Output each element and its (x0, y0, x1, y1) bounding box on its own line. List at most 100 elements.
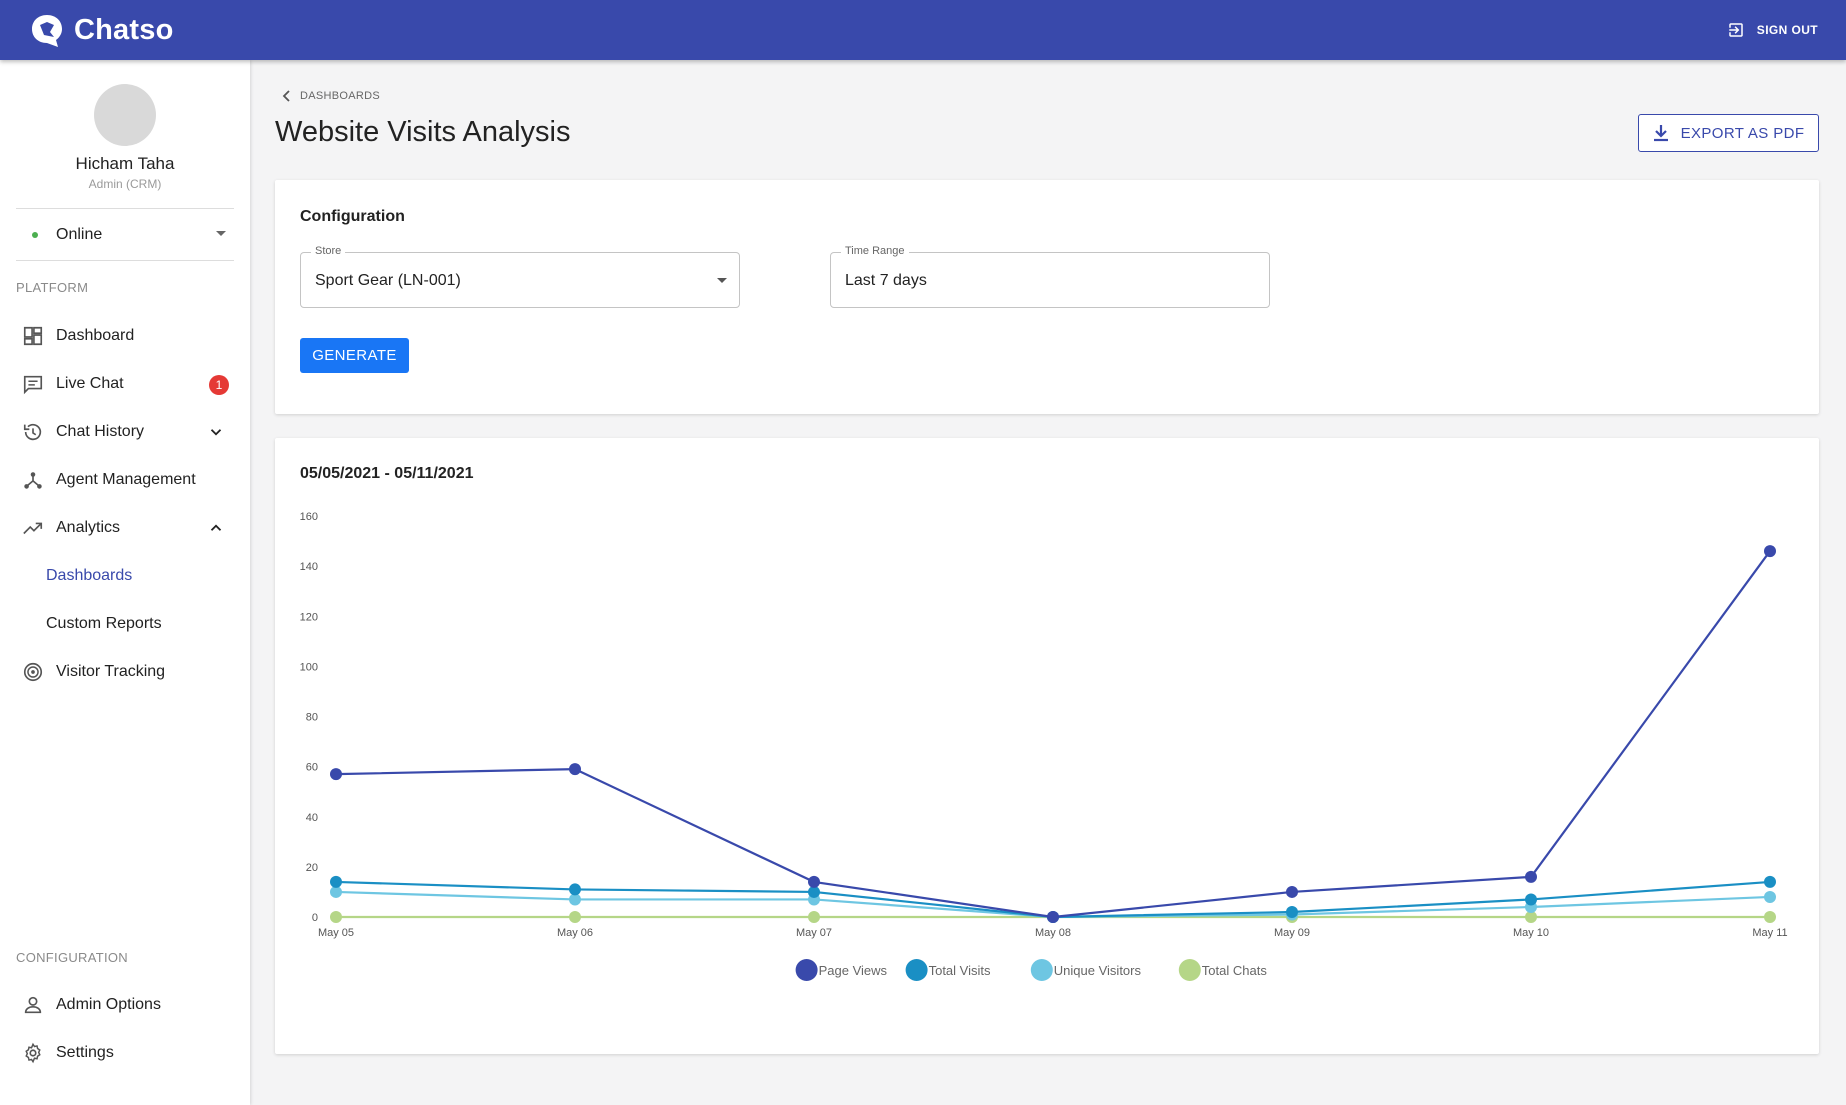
sidebar-item-label: Live Chat (56, 375, 124, 392)
time-range-field[interactable]: Time Range Last 7 days (830, 245, 1270, 308)
sidebar: Hicham Taha Admin (CRM) Online PLATFORM … (0, 60, 250, 1105)
data-point (1525, 911, 1537, 923)
export-pdf-button[interactable]: EXPORT AS PDF (1638, 114, 1819, 152)
time-range-value: Last 7 days (845, 272, 927, 289)
caret-down-icon (717, 278, 727, 283)
legend-label: Page Views (819, 963, 888, 978)
configuration-card: Configuration Store Sport Gear (LN-001) … (275, 180, 1819, 414)
sidebar-subitem-label: Dashboards (46, 567, 133, 584)
sidebar-item-label: Settings (56, 1044, 114, 1061)
legend-swatch (1178, 959, 1201, 981)
breadcrumb-label: DASHBOARDS (300, 90, 381, 102)
data-point (569, 763, 581, 776)
online-status-dot (32, 231, 38, 238)
chevron-down-icon[interactable] (207, 423, 225, 441)
platform-section-label: PLATFORM (16, 280, 89, 295)
data-point (1764, 890, 1776, 903)
user-role: Admin (CRM) (88, 177, 162, 191)
y-tick-label: 60 (306, 762, 318, 774)
data-point (1764, 545, 1776, 558)
brand-name: Chatso (74, 13, 174, 46)
time-range-label: Time Range (841, 245, 909, 257)
unread-badge: 1 (209, 375, 229, 395)
export-pdf-label: EXPORT AS PDF (1680, 124, 1805, 142)
sidebar-item-analytics[interactable]: Analytics (0, 506, 250, 550)
trending-up-icon (23, 522, 43, 535)
x-tick-label: May 05 (318, 927, 354, 939)
radar-icon (23, 662, 43, 682)
sidebar-item-chat-history[interactable]: Chat History (0, 410, 250, 454)
sidebar-item-live-chat[interactable]: Live Chat 1 (0, 362, 250, 406)
chart-card: 05/05/2021 - 05/11/2021 0 20 40 60 80 100 120 1… (275, 438, 1819, 1054)
sidebar-item-admin-options[interactable]: Admin Options (0, 983, 250, 1027)
data-point (330, 885, 342, 898)
y-tick-label: 140 (300, 561, 318, 573)
data-point (808, 885, 820, 898)
download-icon (1653, 125, 1668, 142)
x-tick-label: May 07 (796, 927, 832, 939)
sign-out-label: SIGN OUT (1756, 23, 1818, 37)
data-point (569, 893, 581, 906)
generate-button[interactable]: GENERATE (300, 338, 409, 373)
sidebar-item-dashboard[interactable]: Dashboard (0, 314, 250, 358)
store-select[interactable]: Store Sport Gear (LN-001) (300, 245, 740, 308)
data-point (1764, 875, 1776, 888)
data-point (808, 911, 820, 923)
sidebar-subitem-dashboards[interactable]: Dashboards (0, 554, 250, 598)
breadcrumb[interactable]: DASHBOARDS (282, 90, 380, 102)
sidebar-item-label: Analytics (56, 519, 121, 536)
dashboard-icon (23, 326, 43, 346)
data-point (1525, 870, 1537, 883)
y-tick-label: 0 (312, 912, 318, 924)
sign-out-button[interactable]: SIGN OUT (1727, 0, 1818, 60)
agents-icon (24, 472, 42, 489)
series-line (335, 550, 1771, 919)
x-tick-label: May 11 (1752, 927, 1787, 939)
legend-swatch (795, 959, 818, 981)
data-point (330, 768, 342, 781)
data-point (1047, 911, 1059, 923)
y-tick-label: 160 (300, 511, 318, 523)
sidebar-item-agent-management[interactable]: Agent Management (0, 458, 250, 502)
x-tick-label: May 09 (1274, 927, 1310, 939)
sidebar-item-label: Visitor Tracking (56, 663, 166, 680)
sidebar-item-label: Agent Management (56, 471, 196, 488)
sidebar-item-visitor-tracking[interactable]: Visitor Tracking (0, 650, 250, 694)
data-point (808, 875, 820, 888)
date-range-title: 05/05/2021 - 05/11/2021 (300, 465, 474, 482)
store-value: Sport Gear (LN-001) (315, 272, 461, 289)
data-point (330, 911, 342, 923)
person-icon (24, 996, 42, 1014)
y-tick-label: 100 (300, 661, 318, 673)
data-point (330, 875, 342, 888)
chat-icon (23, 375, 43, 395)
line-chart: 0 20 40 60 80 100 120 140 160 May 05 May 06 May 07 M… (300, 511, 1788, 981)
data-point (1286, 885, 1298, 898)
status-dropdown[interactable]: Online (16, 208, 234, 261)
chevron-up-icon[interactable] (207, 519, 225, 537)
avatar[interactable] (94, 84, 156, 146)
chevron-left-icon (282, 90, 290, 102)
y-tick-label: 120 (300, 611, 318, 623)
y-tick-label: 20 (306, 862, 318, 874)
sidebar-item-label: Admin Options (56, 996, 161, 1013)
y-tick-label: 80 (306, 712, 318, 724)
sidebar-subitem-label: Custom Reports (46, 615, 162, 632)
page-title: Website Visits Analysis (275, 116, 571, 148)
top-app-bar: Chatso SIGN OUT (0, 0, 1846, 60)
brand[interactable]: Chatso (28, 11, 174, 49)
chatso-logo-icon (32, 15, 62, 47)
data-point (569, 911, 581, 923)
legend-label: Total Chats (1202, 963, 1268, 978)
configuration-title: Configuration (300, 208, 405, 225)
sidebar-item-settings[interactable]: Settings (0, 1031, 250, 1075)
legend-label: Total Visits (929, 963, 991, 978)
sidebar-item-label: Dashboard (56, 327, 135, 344)
status-label: Online (56, 225, 103, 243)
y-tick-label: 40 (306, 812, 318, 824)
data-point (1525, 893, 1537, 906)
sidebar-subitem-custom-reports[interactable]: Custom Reports (0, 602, 250, 646)
legend-swatch (905, 959, 928, 981)
data-point (1286, 905, 1298, 918)
sign-out-icon (1729, 23, 1743, 37)
